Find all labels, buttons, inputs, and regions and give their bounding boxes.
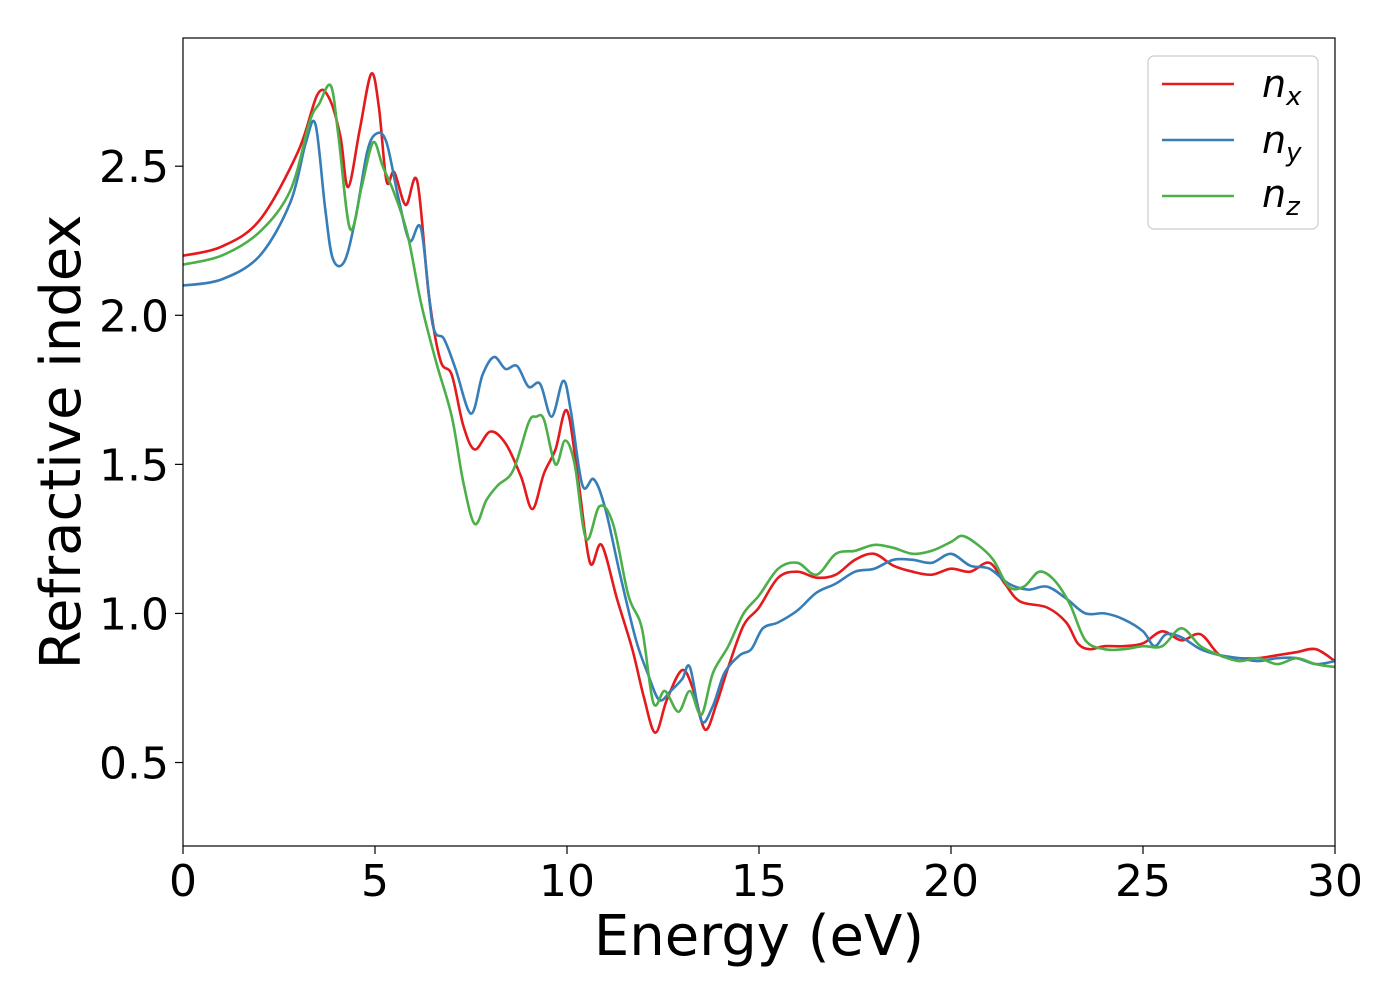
legend-label-ny-base: n	[1262, 118, 1286, 162]
y-tick-label: 1.0	[99, 589, 169, 640]
legend-label-nx: nx	[1262, 62, 1302, 112]
x-tick-label: 10	[539, 856, 595, 907]
legend-label-ny: ny	[1262, 118, 1302, 168]
legend-label-nx-subscript: x	[1285, 82, 1302, 112]
series-layer	[183, 72, 1335, 735]
legend-frame	[1147, 55, 1319, 230]
legend-label-ny-subscript: y	[1285, 138, 1302, 168]
ticks-layer: 0 5 10 15 20 25 30 0.5 1.0 1.5 2.0 2.5	[99, 142, 1363, 907]
legend-label-nz: nz	[1262, 172, 1301, 222]
legend-label-nz-base: n	[1262, 172, 1286, 216]
x-axis-label: Energy (eV)	[594, 904, 924, 969]
x-tick-label: 30	[1307, 856, 1363, 907]
x-tick-label: 25	[1115, 856, 1171, 907]
series-line-ny	[183, 119, 1335, 724]
legend-label-nz-subscript: z	[1285, 192, 1301, 222]
x-tick-label: 5	[361, 856, 389, 907]
series-line-nz	[183, 83, 1335, 717]
y-tick-label: 2.0	[99, 291, 169, 342]
y-axis-label: Refractive index	[29, 215, 94, 670]
legend: nx ny nz	[1147, 55, 1319, 230]
x-tick-label: 20	[923, 856, 979, 907]
x-tick-label: 0	[169, 856, 197, 907]
legend-label-nx-base: n	[1262, 62, 1286, 106]
y-tick-label: 1.5	[99, 440, 169, 491]
x-tick-label: 15	[731, 856, 787, 907]
y-tick-label: 0.5	[99, 739, 169, 790]
y-tick-label: 2.5	[99, 142, 169, 193]
